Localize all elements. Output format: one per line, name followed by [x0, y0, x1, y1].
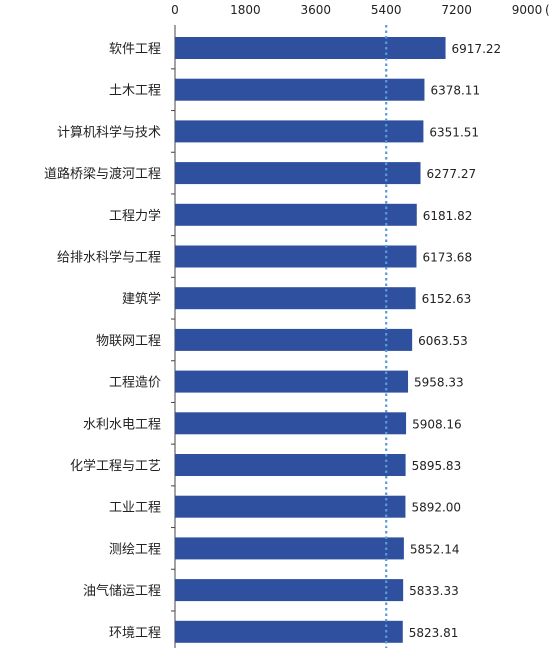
bar — [175, 78, 425, 101]
value-label: 6917.22 — [452, 42, 502, 56]
bar — [175, 370, 409, 393]
x-tick-label: 1800 — [230, 3, 261, 17]
category-label: 水利水电工程 — [83, 417, 161, 432]
category-label: 计算机科学与技术 — [57, 124, 161, 140]
x-tick-label: 0 — [171, 3, 179, 17]
value-label: 6351.51 — [429, 125, 479, 139]
category-label: 给排水科学与工程 — [57, 250, 161, 266]
value-label: 5958.33 — [414, 376, 464, 390]
bar — [175, 579, 404, 602]
value-label: 6063.53 — [418, 334, 468, 348]
x-tick-label: 7200 — [441, 3, 472, 17]
bar — [175, 328, 413, 351]
value-label: 5908.16 — [412, 417, 462, 431]
category-label: 建筑学 — [122, 291, 161, 307]
value-label: 6378.11 — [430, 84, 480, 98]
value-label: 6181.82 — [423, 209, 473, 223]
value-label: 5892.00 — [411, 501, 461, 515]
x-tick-label: 9000 — [512, 3, 543, 17]
bar — [175, 162, 421, 185]
category-label: 道路桥梁与渡河工程 — [44, 166, 161, 182]
bar — [175, 620, 403, 643]
value-label: 5833.33 — [409, 584, 459, 598]
category-label: 环境工程 — [109, 626, 161, 641]
category-label: 工程造价 — [109, 376, 161, 391]
bar — [175, 37, 446, 59]
category-label: 土木工程 — [109, 84, 161, 99]
bar — [175, 287, 416, 310]
category-label: 软件工程 — [109, 42, 161, 57]
label-layer: 软件工程 6917.22 土木工程 6378.11 计算机科学与技术 6351.51 道路桥… — [44, 42, 501, 641]
category-label: 物联网工程 — [96, 334, 161, 349]
value-label: 5852.14 — [410, 542, 460, 556]
x-tick-label: 5400 — [371, 3, 402, 17]
value-label: 5895.83 — [412, 459, 462, 473]
value-label: 6277.27 — [427, 167, 477, 181]
bar-layer — [175, 37, 446, 643]
category-label: 测绘工程 — [109, 542, 161, 557]
category-label: 工业工程 — [109, 501, 161, 516]
bar — [175, 120, 424, 143]
category-label: 油气储运工程 — [83, 583, 161, 599]
value-label: 5823.81 — [409, 626, 459, 640]
value-label: 6173.68 — [422, 251, 472, 265]
x-unit-label: (元) — [545, 3, 549, 17]
value-label: 6152.63 — [422, 292, 472, 306]
bar — [175, 537, 404, 560]
bar — [175, 412, 407, 435]
category-label: 工程力学 — [109, 208, 161, 224]
category-label: 化学工程与工艺 — [70, 458, 161, 474]
bar — [175, 245, 417, 268]
bar — [175, 495, 406, 518]
bar — [175, 203, 417, 226]
bar — [175, 454, 406, 476]
x-tick-label: 3600 — [301, 3, 332, 17]
